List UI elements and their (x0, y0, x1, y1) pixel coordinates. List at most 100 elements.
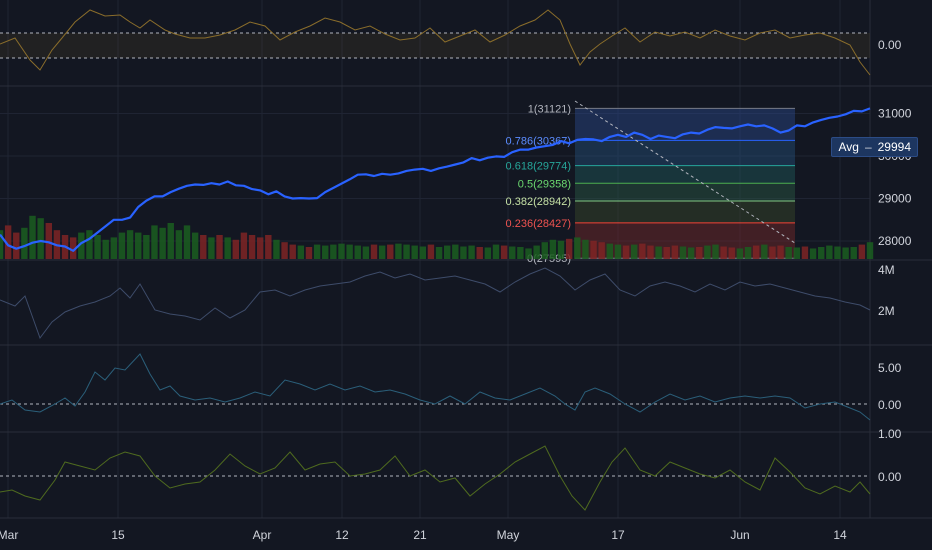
fib-level-label-0.382: 0.382(28942) (506, 196, 571, 208)
volume-bar (549, 239, 557, 259)
volume-bar (208, 237, 215, 259)
volume-bar (281, 242, 288, 259)
volume-bar (403, 244, 410, 259)
volume-bar (248, 235, 256, 259)
time-axis-label-7: Jun (730, 528, 749, 542)
volume-bar (509, 246, 516, 259)
volume-bar (476, 247, 483, 259)
avg-price-badge: Avg – 29994 (831, 137, 918, 157)
volume-bar (606, 243, 614, 259)
volume-bar (78, 232, 85, 259)
volume-bar (826, 245, 833, 259)
volume-bar (777, 245, 784, 259)
volume-bar (492, 244, 500, 259)
time-axis-label-1: 15 (111, 528, 125, 542)
osc2-tick-5: 5.00 (878, 361, 902, 375)
volume-bar (517, 247, 524, 259)
volume-bar (631, 244, 638, 259)
volume-bar (647, 245, 654, 259)
volume-bar (297, 245, 305, 259)
volume-bar (37, 218, 44, 259)
volume-bar (289, 244, 296, 259)
volume-bar (452, 244, 459, 259)
time-axis[interactable]: Mar 15 Apr 12 21 May 17 Jun 14 (0, 528, 847, 542)
volume-bar (338, 243, 345, 259)
volume-bar (801, 246, 809, 259)
volume-bar (687, 247, 695, 259)
volume-pane[interactable]: 4M 2M (0, 263, 895, 340)
fib-level-label-1: 1(31121) (528, 103, 571, 115)
volume-bar (736, 248, 744, 259)
top-osc-tick: 0.00 (878, 38, 902, 52)
pane-separators (0, 0, 932, 519)
fib-level-label-0.618: 0.618(29774) (506, 161, 571, 173)
price-tick-29000: 29000 (878, 192, 912, 206)
price-line (0, 107, 871, 252)
volume-bar (696, 247, 703, 259)
volume-bar (712, 244, 719, 259)
volume-bar (411, 245, 418, 259)
volume-bar (256, 237, 264, 259)
volume-bar (378, 245, 386, 259)
fib-trend-line (574, 100, 796, 244)
time-axis-label-0: Mar (0, 528, 18, 542)
volume-bar (541, 242, 548, 259)
volume-bar (818, 247, 825, 259)
volume-bar (557, 240, 565, 259)
volume-bar (191, 232, 199, 259)
volume-bar (183, 225, 191, 259)
volume-bar (639, 243, 646, 259)
fib-zone-3 (575, 183, 795, 201)
volume-bar (126, 230, 134, 259)
volume-bar (484, 247, 492, 259)
volume-bar (443, 245, 451, 259)
osc2-line (0, 353, 871, 421)
fib-zone-0 (575, 108, 795, 141)
volume-bar (273, 239, 280, 259)
fib-zone-1 (575, 140, 795, 166)
volume-bar (704, 245, 711, 259)
volume-bar (143, 235, 150, 259)
volume-bar (305, 247, 313, 259)
volume-bar (102, 239, 109, 259)
volume-bar (655, 246, 662, 259)
volume-bar (761, 244, 768, 259)
time-axis-label-2: Apr (253, 528, 272, 542)
top-osc-band (0, 33, 870, 58)
oscillator-2-pane[interactable]: 5.00 0.00 (0, 353, 902, 421)
top-oscillator-pane[interactable]: 0.00 (0, 9, 902, 76)
volume-bar (370, 244, 378, 259)
volume-bar (582, 239, 589, 259)
volume-bar (574, 237, 581, 259)
oscillator-3-pane[interactable]: 1.00 0.00 (0, 427, 902, 511)
time-axis-label-6: 17 (611, 528, 625, 542)
volume-bar (427, 244, 435, 259)
osc3-tick-0: 0.00 (878, 470, 902, 484)
volume-bar (744, 247, 752, 259)
volume-bar (809, 248, 817, 259)
volume-bar (671, 245, 679, 259)
volume-bar (533, 245, 540, 259)
volume-bar (720, 246, 727, 259)
volume-bar (346, 244, 353, 259)
volume-bar (151, 225, 158, 259)
volume-bar (159, 227, 166, 259)
volume-bar (598, 242, 605, 259)
price-pane[interactable]: 1(31121)0.786(30367)0.618(29774)0.5(2935… (0, 100, 912, 265)
volume-bar (834, 246, 841, 259)
time-axis-label-8: 14 (833, 528, 847, 542)
volume-bar (785, 247, 792, 259)
volume-bar (110, 237, 118, 259)
volume-bar (21, 227, 28, 259)
volume-bar (728, 247, 735, 259)
volume-bar (752, 245, 760, 259)
osc2-tick-0: 0.00 (878, 398, 902, 412)
volume-bar (216, 235, 223, 259)
volume-bar (322, 245, 329, 259)
volume-bar (232, 239, 239, 259)
volume-bar (200, 235, 207, 259)
volume-tick-4m: 4M (878, 263, 895, 277)
volume-bar (29, 215, 36, 259)
